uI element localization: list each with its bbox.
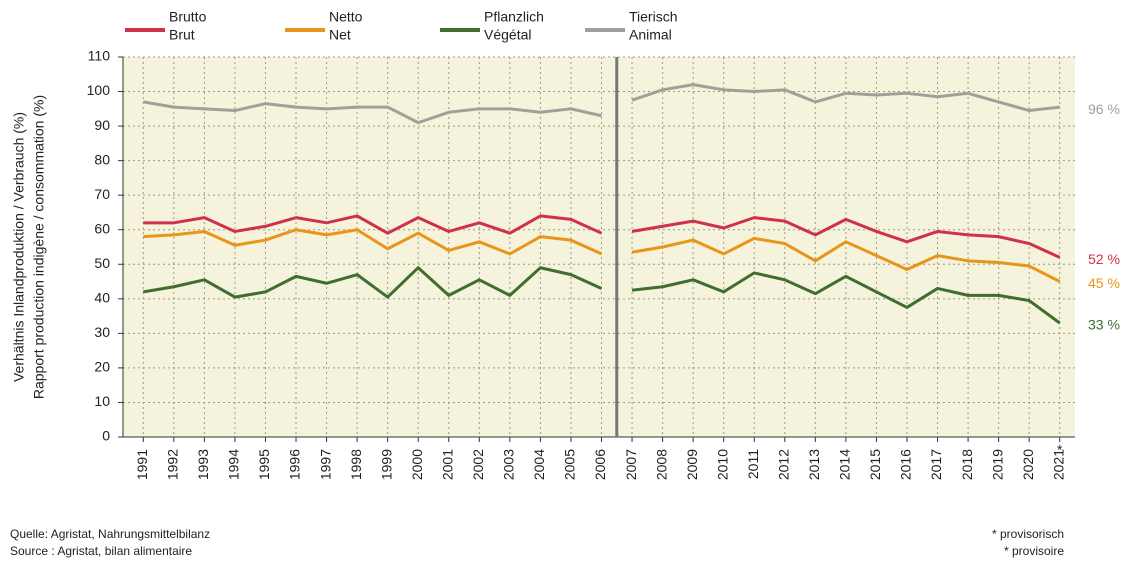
y-axis-label: Verhältnis Inlandproduktion / Verbrauch … [11, 112, 27, 382]
x-tick-label: 1996 [287, 449, 303, 480]
legend-label: Net [329, 27, 351, 43]
footnote: * provisorisch [992, 527, 1064, 541]
end-label: 33 % [1088, 317, 1120, 333]
x-tick-label: 1994 [226, 449, 242, 480]
x-tick-label: 2008 [653, 449, 669, 480]
x-tick-label: 1998 [348, 449, 364, 480]
y-tick-label: 10 [94, 393, 110, 409]
legend-label: Végétal [484, 27, 531, 43]
x-tick-label: 2019 [989, 449, 1005, 480]
x-tick-label: 2017 [928, 449, 944, 480]
y-tick-label: 0 [102, 428, 110, 444]
x-tick-label: 2006 [592, 449, 608, 480]
x-tick-label: 2020 [1020, 449, 1036, 480]
y-tick-label: 50 [94, 255, 110, 271]
legend-label: Animal [629, 27, 672, 43]
x-tick-label: 2003 [501, 449, 517, 480]
x-tick-label: 1995 [256, 449, 272, 480]
y-tick-label: 90 [94, 117, 110, 133]
footnote: * provisoire [1004, 544, 1064, 558]
x-tick-label: 1991 [134, 449, 150, 480]
x-tick-label: 2009 [684, 449, 700, 480]
series-line [631, 271, 1061, 325]
y-tick-label: 40 [94, 290, 110, 306]
source: Quelle: Agristat, Nahrungsmittelbilanz [10, 527, 210, 541]
legend-label: Tierisch [629, 9, 678, 25]
end-label: 45 % [1088, 275, 1120, 291]
series-line [631, 216, 1061, 259]
y-tick-label: 70 [94, 186, 110, 202]
x-tick-label: 2007 [623, 449, 639, 480]
x-tick-label: 2000 [409, 449, 425, 480]
x-tick-label: 2014 [837, 449, 853, 480]
y-axis-label: Rapport production indigène / consommati… [31, 95, 47, 399]
y-tick-label: 80 [94, 151, 110, 167]
legend-label: Brut [169, 27, 195, 43]
x-tick-label: 1999 [378, 449, 394, 480]
series-line [143, 214, 603, 235]
x-tick-label: 2016 [898, 449, 914, 480]
end-label: 96 % [1088, 101, 1120, 117]
x-tick-label: 2018 [959, 449, 975, 480]
y-tick-label: 100 [87, 82, 111, 98]
legend-label: Brutto [169, 9, 207, 25]
x-tick-label: 2005 [562, 449, 578, 480]
series-line [143, 100, 602, 125]
x-tick-label: 1997 [317, 449, 333, 480]
series-line [631, 236, 1061, 283]
x-tick-label: 2001 [439, 449, 455, 480]
x-tick-label: 2013 [806, 449, 822, 480]
series-line [631, 83, 1060, 113]
x-tick-label: 2012 [775, 449, 791, 480]
x-tick-label: 2002 [470, 449, 486, 480]
x-tick-label: 2004 [531, 449, 547, 480]
y-tick-label: 20 [94, 359, 110, 375]
source: Source : Agristat, bilan alimentaire [10, 544, 192, 558]
y-tick-label: 110 [88, 48, 111, 64]
x-tick-label: 2015 [867, 449, 883, 480]
provisional-mark: * [1057, 442, 1063, 458]
plot-area [123, 57, 1075, 437]
x-tick-label: 2011 [745, 449, 761, 479]
x-tick-label: 2010 [714, 449, 730, 480]
y-tick-label: 30 [94, 324, 110, 340]
x-tick-label: 2021 [1050, 449, 1066, 480]
legend-label: Netto [329, 9, 363, 25]
legend-label: Pflanzlich [484, 9, 544, 25]
end-label: 52 % [1088, 251, 1120, 267]
y-tick-label: 60 [94, 220, 110, 236]
series-line [143, 228, 603, 256]
x-tick-label: 1993 [195, 449, 211, 480]
x-tick-label: 1992 [165, 449, 181, 480]
series-line [143, 266, 603, 299]
